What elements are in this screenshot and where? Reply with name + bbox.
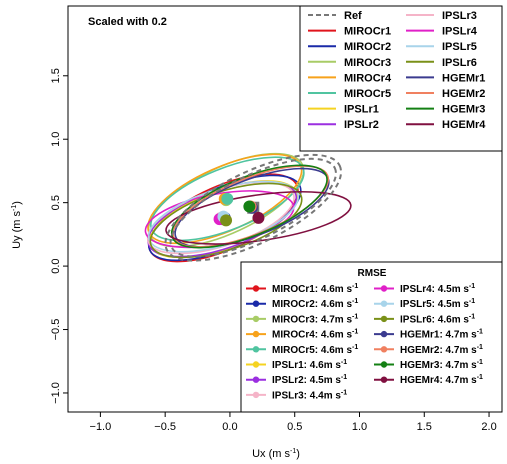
legend-label-hgemr1: HGEMr1 [442,72,485,84]
series-legend: Ref MIROCr1 MIROCr2 MIROCr3 MIROCr4 MIROCr5 IP… [299,5,503,152]
rmse-marker-hgemr4 [380,376,388,383]
scale-annotation: Scaled with 0.2 [88,16,167,28]
rmse-marker-mirocr1 [252,285,260,292]
y-tick-label-5: 1.5 [50,68,62,83]
legend-label-ipslr1: IPSLr1 [344,104,379,116]
legend-label-mirocr3: MIROCr3 [344,57,391,69]
legend-label-mirocr5: MIROCr5 [344,88,391,100]
rmse-legend-title: RMSE [358,268,387,279]
rmse-label-mirocr1: MIROCr1: 4.6m s-1 [272,283,358,295]
rmse-marker-ipslr5 [380,300,388,307]
rmse-label-ipslr6: IPSLr6: 4.6m s-1 [400,313,475,325]
legend-label-hgemr4: HGEMr4 [442,119,486,131]
x-tick-label-1: −0.5 [154,421,176,433]
x-tick-label-6: 2.0 [481,421,496,433]
legend-label-hgemr3: HGEMr3 [442,104,485,116]
rmse-label-ipslr2: IPSLr2: 4.5m s-1 [272,374,347,386]
rmse-label-hgemr4: HGEMr4: 4.7m s-1 [400,374,483,386]
x-tick-label-0: −1.0 [90,421,112,433]
rmse-marker-mirocr3 [252,315,260,323]
y-tick-label-3: 0.5 [50,195,62,210]
rmse-marker-ipslr2 [252,376,260,383]
rmse-marker-ipslr1 [252,361,260,368]
rmse-label-ipslr5: IPSLr5: 4.5m s-1 [400,298,475,310]
rmse-marker-hgemr2 [380,346,388,353]
rmse-label-ipslr4: IPSLr4: 4.5m s-1 [400,283,475,295]
rmse-marker-ipslr6 [380,315,388,323]
y-tick-label-0: −1.0 [50,382,62,404]
rmse-label-mirocr5: MIROCr5: 4.6m s-1 [272,344,358,356]
legend-label-ipslr2: IPSLr2 [344,119,379,131]
legend-label-mirocr4: MIROCr4 [344,72,392,84]
y-tick-label-1: −0.5 [50,319,62,341]
x-tick-label-5: 1.5 [417,421,432,433]
rmse-marker-hgemr3 [380,361,388,368]
mean-marker-hgemr4 [252,211,265,224]
legend-label-ipslr4: IPSLr4 [442,26,478,38]
rmse-marker-ipslr4 [380,285,388,292]
rmse-label-mirocr3: MIROCr3: 4.7m s-1 [272,313,358,325]
y-axis-title: Uy (m s-1) [11,201,23,249]
rmse-legend-box [240,261,503,413]
mean-marker-hgemr3 [243,200,256,213]
legend-label-ipslr6: IPSLr6 [442,57,477,69]
x-axis-title: Ux (m s-1) [252,448,300,460]
mean-marker-mirocr5 [221,192,234,205]
rmse-marker-mirocr5 [252,346,260,353]
y-tick-label-2: 0.0 [50,258,62,273]
ellipse-ref-outer [164,153,343,262]
rmse-legend: RMSE MIROCr1: 4.6m s-1 MIROCr2: 4.6m s-1 M… [240,261,503,413]
rmse-label-mirocr4: MIROCr4: 4.6m s-1 [272,329,358,341]
x-tick-label-2: 0.0 [222,421,237,433]
ellipses [144,152,352,263]
x-tick-label-3: 0.5 [287,421,302,433]
legend-label-ref: Ref [344,10,362,22]
ellipse-hgemr4 [165,191,352,245]
mean-markers [213,192,265,227]
rmse-label-hgemr1: HGEMr1: 4.7m s-1 [400,329,483,341]
rmse-marker-mirocr2 [252,300,260,307]
x-tick-label-4: 1.0 [352,421,367,433]
axes: −1.0 −0.5 0.0 0.5 1.0 1.5 2.0 −1.0 −0.5 0.0 0.5 1.0… [50,68,497,433]
legend-label-hgemr2: HGEMr2 [442,88,485,100]
mean-marker-ipslr6 [220,214,233,227]
legend-label-ipslr3: IPSLr3 [442,10,477,22]
rmse-marker-hgemr1 [380,330,388,338]
legend-label-mirocr1: MIROCr1 [344,26,391,38]
rmse-label-hgemr3: HGEMr3: 4.7m s-1 [400,359,483,371]
rmse-label-ipslr3: IPSLr3: 4.4m s-1 [272,389,347,401]
legend-label-ipslr5: IPSLr5 [442,41,477,53]
rmse-label-mirocr2: MIROCr2: 4.6m s-1 [272,298,358,310]
rmse-marker-ipslr3 [252,391,260,399]
plot-area [144,152,352,263]
y-tick-label-4: 1.0 [50,132,62,147]
legend-label-mirocr2: MIROCr2 [344,41,391,53]
rmse-label-ipslr1: IPSLr1: 4.6m s-1 [272,359,347,371]
ellipse-ref [169,157,337,258]
rmse-marker-mirocr4 [252,330,260,338]
rmse-label-hgemr2: HGEMr2: 4.7m s-1 [400,344,483,356]
